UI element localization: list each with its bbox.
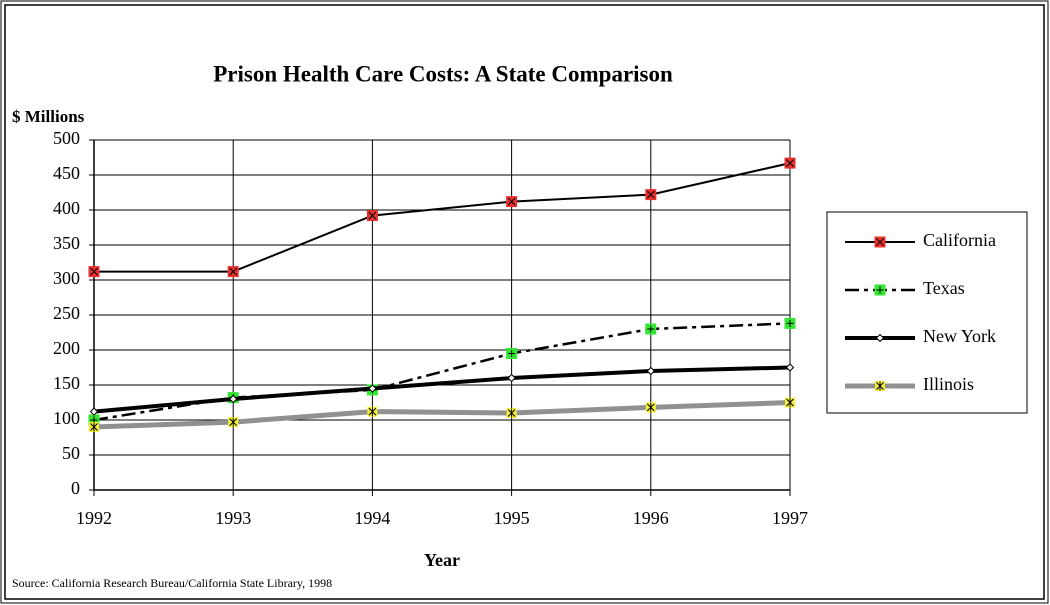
y-tick-label: 300	[53, 268, 80, 288]
marker	[507, 373, 516, 383]
marker-symbol	[90, 267, 98, 276]
marker	[506, 348, 518, 359]
marker-symbol	[90, 422, 98, 432]
legend-label: New York	[923, 326, 996, 346]
x-tick-label: 1993	[215, 508, 251, 528]
marker	[785, 397, 795, 408]
inner-border	[4, 4, 1045, 600]
y-tick-label: 50	[62, 443, 80, 463]
source-note: Source: California Research Bureau/Calif…	[12, 576, 332, 590]
marker-shape	[89, 407, 99, 416]
y-tick-label: 450	[53, 163, 80, 183]
marker	[875, 333, 885, 343]
marker-shape	[875, 333, 885, 343]
marker-symbol	[368, 211, 377, 220]
x-tick-label: 1994	[354, 508, 390, 528]
y-tick-label: 350	[53, 233, 80, 253]
marker-shape	[507, 373, 516, 383]
marker-symbol	[876, 286, 884, 294]
marker	[506, 196, 518, 208]
marker-symbol	[368, 407, 377, 417]
marker	[645, 189, 657, 201]
marker	[645, 323, 657, 335]
marker	[88, 266, 100, 278]
x-tick-label: 1997	[772, 508, 808, 528]
marker	[874, 284, 886, 296]
marker	[89, 407, 99, 416]
marker-symbol	[646, 190, 655, 199]
x-tick-label: 1996	[633, 508, 669, 528]
marker	[646, 366, 656, 376]
marker-shape	[228, 394, 238, 404]
marker	[784, 157, 796, 169]
marker-symbol	[508, 350, 516, 357]
marker-symbol	[229, 417, 238, 427]
marker	[227, 266, 239, 278]
marker	[874, 236, 886, 248]
marker	[367, 406, 378, 417]
marker	[875, 381, 885, 391]
marker	[89, 422, 99, 432]
y-tick-label: 100	[53, 408, 80, 428]
y-tick-label: 200	[53, 338, 80, 358]
y-tick-label: 250	[53, 303, 80, 323]
legend-label: California	[923, 230, 996, 250]
marker-symbol	[876, 238, 884, 246]
marker-symbol	[507, 408, 516, 418]
x-axis-label: Year	[424, 550, 460, 570]
marker	[228, 394, 238, 404]
marker	[228, 417, 239, 428]
marker-shape	[785, 363, 795, 372]
y-tick-label: 0	[71, 478, 80, 498]
marker-symbol	[786, 319, 794, 327]
marker-shape	[368, 384, 377, 393]
series-line	[93, 365, 791, 414]
series-line	[94, 162, 791, 273]
series-line	[93, 400, 791, 430]
marker-symbol	[229, 267, 238, 276]
marker	[506, 408, 517, 418]
marker-symbol	[876, 381, 884, 391]
legend-label: Texas	[923, 278, 965, 298]
marker-symbol	[507, 197, 516, 206]
x-tick-label: 1992	[76, 508, 112, 528]
marker	[645, 402, 656, 413]
marker-symbol	[646, 402, 655, 412]
marker	[784, 317, 796, 329]
marker	[368, 384, 377, 393]
marker-symbol	[647, 325, 655, 333]
marker	[785, 363, 795, 372]
legend-label: Illinois	[923, 374, 974, 394]
y-tick-label: 500	[53, 128, 80, 148]
marker	[366, 210, 378, 222]
y-axis-label: $ Millions	[12, 107, 85, 126]
marker-shape	[646, 366, 656, 376]
legend-box	[826, 211, 1028, 414]
chart-title: Prison Health Care Costs: A State Compar…	[213, 61, 673, 86]
marker-symbol	[786, 159, 794, 167]
y-tick-label: 150	[53, 373, 80, 393]
x-tick-label: 1995	[494, 508, 530, 528]
marker-symbol	[786, 398, 794, 407]
y-tick-label: 400	[53, 198, 80, 218]
